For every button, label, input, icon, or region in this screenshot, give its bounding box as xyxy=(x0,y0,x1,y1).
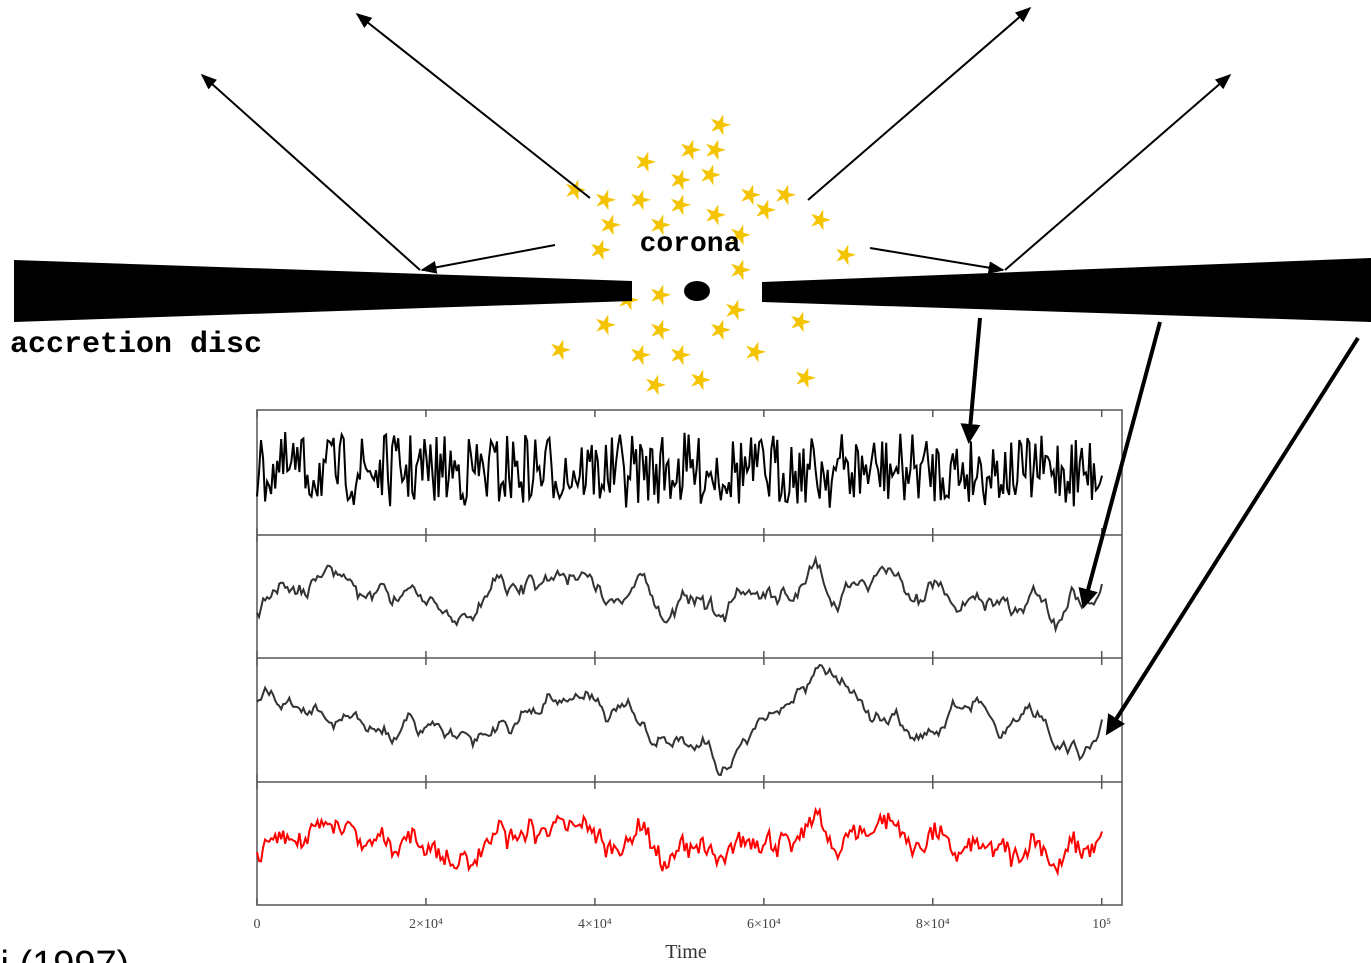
curve-sum xyxy=(256,806,1103,877)
star xyxy=(756,199,776,221)
star xyxy=(596,189,616,211)
star xyxy=(711,319,731,341)
star xyxy=(691,369,711,391)
star xyxy=(671,344,691,366)
star xyxy=(776,184,796,206)
star xyxy=(671,194,691,216)
x-tick-label: 0 xyxy=(254,917,261,932)
star xyxy=(741,184,761,206)
black-hole xyxy=(684,281,710,301)
star xyxy=(681,139,701,161)
x-tick-label: 2×10⁴ xyxy=(409,917,443,932)
disc-left xyxy=(14,260,632,322)
star xyxy=(636,151,656,173)
star xyxy=(596,314,616,336)
star xyxy=(791,311,811,333)
star xyxy=(646,374,666,396)
star xyxy=(566,179,586,201)
star xyxy=(711,114,731,136)
star xyxy=(631,189,651,211)
curve-fast xyxy=(256,431,1103,508)
star xyxy=(551,339,571,361)
x-tick-label: 6×10⁴ xyxy=(747,917,781,932)
star xyxy=(746,341,766,363)
star xyxy=(651,284,671,306)
curve-slow xyxy=(256,663,1103,777)
star xyxy=(796,367,816,389)
disc-right xyxy=(762,258,1371,322)
star xyxy=(651,214,671,236)
star xyxy=(601,214,621,236)
star xyxy=(631,344,651,366)
x-tick-label: 4×10⁴ xyxy=(578,917,612,932)
x-axis-label: Time xyxy=(665,941,707,963)
star xyxy=(811,209,831,231)
star xyxy=(591,239,611,261)
star xyxy=(731,259,751,281)
citation: ii (1997) xyxy=(0,944,129,963)
star xyxy=(731,224,751,246)
rays xyxy=(200,6,1232,274)
star xyxy=(726,299,746,321)
star xyxy=(706,139,726,161)
disc-label: accretion disc xyxy=(10,328,262,362)
star xyxy=(701,164,721,186)
light-curves: 0 2×10⁴ 4×10⁴ 6×10⁴ 8×10⁴ 10⁵ xyxy=(254,409,1123,932)
x-tick-label: 10⁵ xyxy=(1092,917,1111,932)
disc-arrows xyxy=(960,317,1360,736)
x-tick-label: 8×10⁴ xyxy=(916,917,950,932)
star xyxy=(706,204,726,226)
corona-stars xyxy=(551,114,856,396)
curve-medium xyxy=(256,554,1103,634)
star xyxy=(651,319,671,341)
star xyxy=(671,169,691,191)
star xyxy=(836,244,856,266)
corona-label: corona xyxy=(640,229,741,260)
